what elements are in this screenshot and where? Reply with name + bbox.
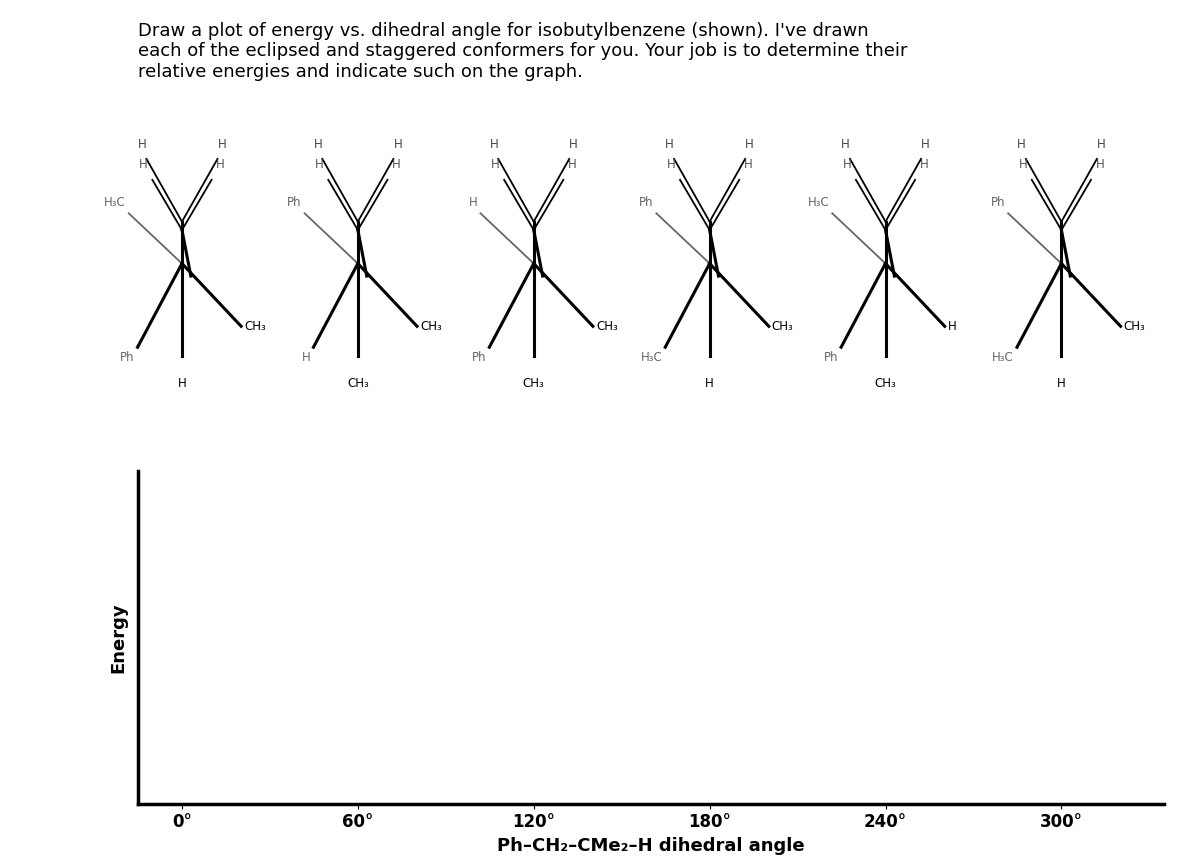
Text: H: H [178,377,186,390]
Text: Ph: Ph [638,196,653,209]
X-axis label: Ph–CH₂–CMe₂–H dihedral angle: Ph–CH₂–CMe₂–H dihedral angle [497,837,805,854]
Text: H: H [665,137,674,150]
Text: H: H [1018,137,1026,150]
Text: CH₃: CH₃ [875,377,896,390]
Text: CH₃: CH₃ [347,377,368,390]
Text: H: H [316,158,324,171]
Text: H₃C: H₃C [992,352,1014,365]
Text: H: H [919,158,929,171]
Text: H: H [313,137,323,150]
Text: H: H [394,137,402,150]
Text: CH₃: CH₃ [772,320,793,333]
Text: CH₃: CH₃ [1123,320,1145,333]
Text: H₃C: H₃C [808,196,829,209]
Text: H: H [139,158,148,171]
Text: H: H [706,377,714,390]
Text: CH₃: CH₃ [523,377,545,390]
Text: H: H [301,352,311,365]
Text: Ph: Ph [287,196,301,209]
Text: H: H [1019,158,1027,171]
Text: H: H [922,137,930,150]
Text: H: H [217,137,227,150]
Text: CH₃: CH₃ [420,320,442,333]
Text: H: H [568,158,576,171]
Text: H: H [841,137,850,150]
Text: H: H [490,137,498,150]
Text: H: H [842,158,852,171]
Text: CH₃: CH₃ [244,320,266,333]
Text: H: H [745,137,754,150]
Text: H: H [1057,377,1066,390]
Text: H: H [744,158,752,171]
Text: CH₃: CH₃ [596,320,618,333]
Text: Ph: Ph [991,196,1006,209]
Text: Ph: Ph [823,352,838,365]
Text: H₃C: H₃C [641,352,662,365]
Text: H: H [667,158,676,171]
Text: H: H [1096,158,1104,171]
Text: H: H [948,320,956,333]
Text: Ph: Ph [120,352,134,365]
Text: H: H [491,158,499,171]
Text: Draw a plot of energy vs. dihedral angle for isobutylbenzene (shown). I've drawn: Draw a plot of energy vs. dihedral angle… [138,22,907,81]
Text: H: H [138,137,146,150]
Text: H: H [469,196,478,209]
Text: H: H [216,158,224,171]
Text: H: H [1097,137,1105,150]
Text: H₃C: H₃C [104,196,126,209]
Text: Ph: Ph [472,352,486,365]
Text: H: H [569,137,578,150]
Text: H: H [392,158,401,171]
Y-axis label: Energy: Energy [109,602,127,672]
